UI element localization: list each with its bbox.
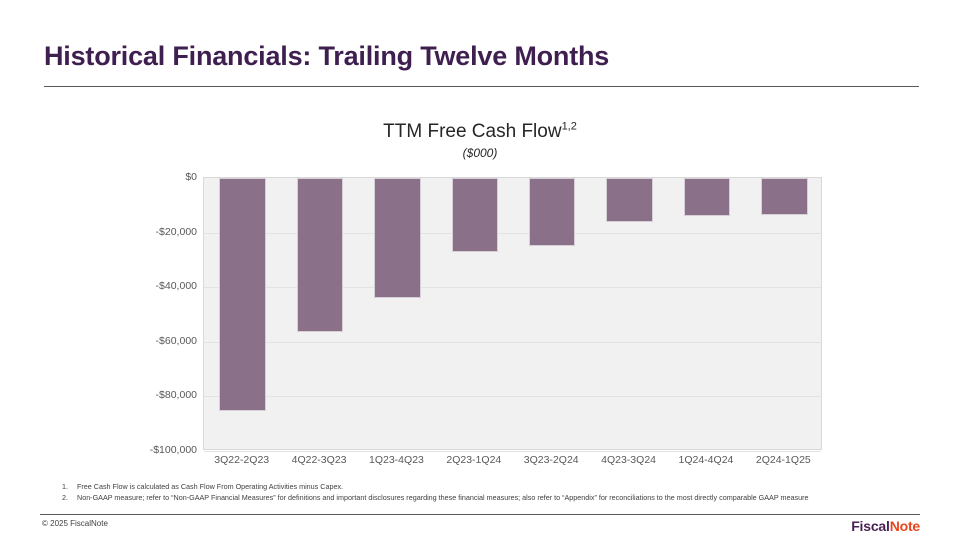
page-title: Historical Financials: Trailing Twelve M… [44, 41, 610, 71]
bar [683, 178, 731, 217]
y-axis-tick-label: -$100,000 [149, 444, 197, 456]
x-axis-tick-label: 2Q24-1Q25 [755, 454, 811, 466]
y-axis: $0 -$20,000 -$40,000 -$60,000 -$80,000 -$100,… [122, 171, 197, 456]
x-axis-tick-label: 1Q23-4Q23 [369, 454, 424, 466]
fiscalnote-logo: FiscalNote [851, 518, 920, 534]
gridline [204, 341, 821, 343]
gridline [204, 232, 821, 234]
chart-title-footnote-marker: 1,2 [561, 120, 577, 133]
title-divider [44, 86, 919, 87]
gridline [204, 396, 821, 398]
gridline [204, 287, 821, 289]
logo-secondary-text: Note [889, 518, 921, 534]
y-axis-tick-label: -$80,000 [155, 389, 197, 402]
logo-primary-text: Fiscal [851, 518, 890, 534]
bar [374, 178, 421, 299]
plot-area [203, 177, 822, 452]
x-axis-tick-label: 1Q24-4Q24 [678, 454, 734, 466]
x-axis-tick-label: 2Q23-1Q24 [446, 454, 502, 466]
chart-subtitle: ($000) [462, 146, 498, 160]
chart-title: TTM Free Cash Flow1,2 [0, 121, 960, 143]
chart-title-text: TTM Free Cash Flow [383, 121, 562, 142]
copyright-text: © 2025 FiscalNote [42, 519, 108, 528]
footnotes: 1. Free Cash Flow is calculated as Cash F… [62, 481, 942, 503]
x-axis: 3Q22-2Q23 4Q22-3Q23 1Q23-4Q23 2Q23-1Q24 3Q23… [203, 454, 822, 472]
footer-divider [40, 514, 920, 515]
bar [296, 178, 344, 332]
footnote-text: Non-GAAP measure; refer to “Non-GAAP Fin… [77, 493, 809, 502]
footnote-text: Free Cash Flow is calculated as Cash Flo… [77, 482, 344, 491]
y-axis-tick-label: -$60,000 [155, 334, 197, 347]
bar [219, 178, 266, 412]
footnote-number: 1. [62, 482, 68, 491]
bar [451, 178, 499, 253]
x-axis-tick-label: 4Q23-3Q24 [601, 454, 656, 466]
footnote-item: 2. Non-GAAP measure; refer to “Non-GAAP F… [62, 492, 942, 503]
x-axis-tick-label: 3Q23-2Q24 [523, 454, 579, 466]
bar [761, 178, 808, 215]
footnote-item: 1. Free Cash Flow is calculated as Cash F… [62, 481, 942, 492]
x-axis-tick-label: 3Q22-2Q23 [214, 454, 270, 466]
bar [606, 178, 653, 222]
y-axis-tick-label: $0 [185, 171, 197, 183]
x-axis-tick-label: 4Q22-3Q23 [291, 454, 347, 466]
y-axis-tick-label: -$40,000 [155, 280, 197, 293]
bar [528, 178, 576, 247]
y-axis-tick-label: -$20,000 [155, 225, 197, 238]
footnote-number: 2. [62, 493, 68, 502]
gridline [204, 451, 821, 452]
